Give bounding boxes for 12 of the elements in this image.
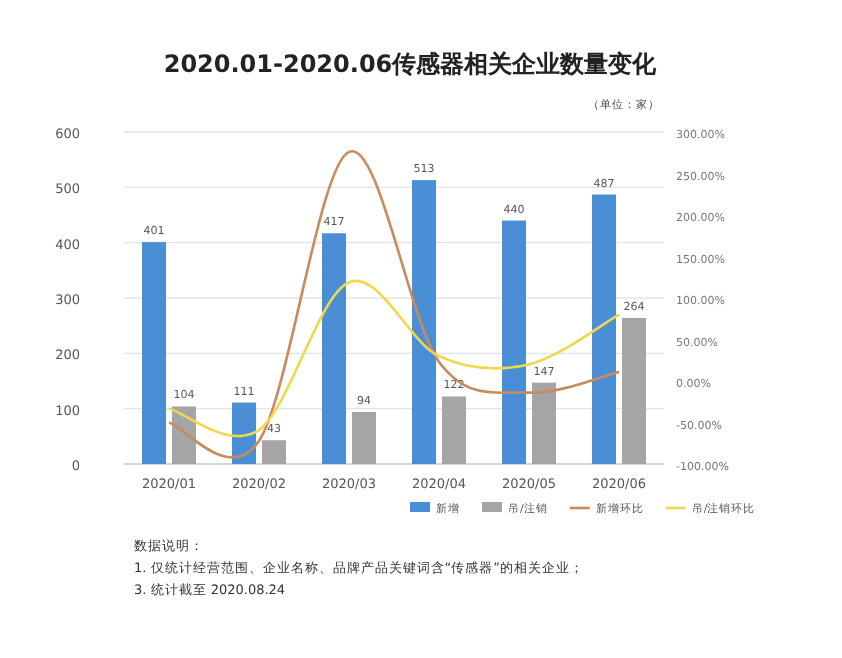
chart-title: 2020.01-2020.06传感器相关企业数量变化 (163, 50, 659, 78)
bar (532, 382, 556, 464)
bar (322, 233, 346, 464)
bar (592, 194, 616, 464)
bar (142, 242, 166, 464)
bar (442, 396, 466, 464)
bar (622, 317, 646, 464)
bar (352, 411, 376, 464)
bar (412, 180, 436, 464)
bar (232, 402, 256, 464)
bar (502, 220, 526, 464)
bar (262, 440, 286, 464)
